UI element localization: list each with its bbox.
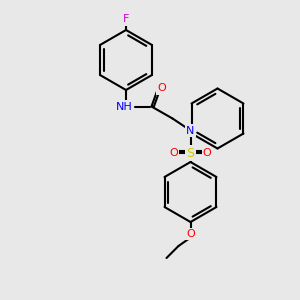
Text: NH: NH [116, 101, 133, 112]
Text: O: O [186, 229, 195, 239]
Text: O: O [169, 148, 178, 158]
Text: F: F [123, 14, 129, 25]
Text: S: S [187, 146, 194, 160]
Text: O: O [202, 148, 211, 158]
Text: O: O [157, 83, 166, 94]
Text: N: N [186, 125, 195, 136]
